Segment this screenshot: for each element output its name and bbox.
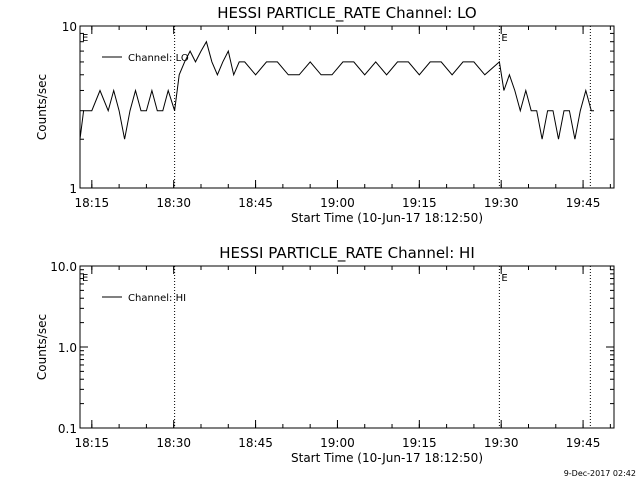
x-tick-label: 18:15 bbox=[75, 196, 110, 210]
x-tick-label: 19:00 bbox=[320, 196, 355, 210]
y-tick-label: 1.0 bbox=[58, 341, 77, 355]
x-tick-label: 18:45 bbox=[238, 196, 273, 210]
x-tick-label: 19:15 bbox=[402, 196, 437, 210]
x-axis-label-lo: Start Time (10-Jun-17 18:12:50) bbox=[291, 211, 483, 225]
y-tick-label: 10.0 bbox=[50, 260, 77, 274]
x-tick-label: 19:45 bbox=[566, 196, 601, 210]
x-tick-label: 19:00 bbox=[320, 436, 355, 450]
chart-title-lo: HESSI PARTICLE_RATE Channel: LO bbox=[217, 4, 476, 23]
x-tick-label: 19:30 bbox=[484, 196, 519, 210]
y-axis-label-lo: Counts/sec bbox=[35, 74, 49, 140]
legend-label: Channel: LO bbox=[128, 53, 189, 64]
x-tick-label: 19:15 bbox=[402, 436, 437, 450]
event-marker: E bbox=[501, 273, 507, 284]
x-axis-label-hi: Start Time (10-Jun-17 18:12:50) bbox=[291, 451, 483, 465]
x-tick-label: 18:30 bbox=[156, 196, 191, 210]
footer-timestamp: 9-Dec-2017 02:42 bbox=[564, 469, 636, 478]
y-axis-label-hi: Counts/sec bbox=[35, 314, 49, 380]
x-tick-label: 19:30 bbox=[484, 436, 519, 450]
x-tick-label: 18:15 bbox=[75, 436, 110, 450]
panel-lo: HESSI PARTICLE_RATE Channel: LO 18:15 18:3… bbox=[35, 4, 615, 225]
x-tick-label: 18:45 bbox=[238, 436, 273, 450]
event-marker: E bbox=[82, 33, 88, 44]
plot-frame-hi bbox=[79, 265, 615, 429]
legend-label: Channel: HI bbox=[128, 293, 186, 304]
y-tick-label: 10 bbox=[62, 20, 77, 34]
x-tick-label: 18:30 bbox=[156, 436, 191, 450]
y-tick-label: 1 bbox=[69, 182, 77, 196]
y-tick-label: 0.1 bbox=[58, 422, 77, 436]
event-marker: E bbox=[501, 33, 507, 44]
series-line-lo bbox=[79, 40, 594, 140]
panel-hi: HESSI PARTICLE_RATE Channel: HI 18:15 18:3… bbox=[35, 244, 615, 465]
plot-frame-lo bbox=[79, 25, 615, 189]
event-marker: E bbox=[82, 273, 88, 284]
x-tick-label: 19:45 bbox=[566, 436, 601, 450]
chart-title-hi: HESSI PARTICLE_RATE Channel: HI bbox=[219, 244, 475, 263]
